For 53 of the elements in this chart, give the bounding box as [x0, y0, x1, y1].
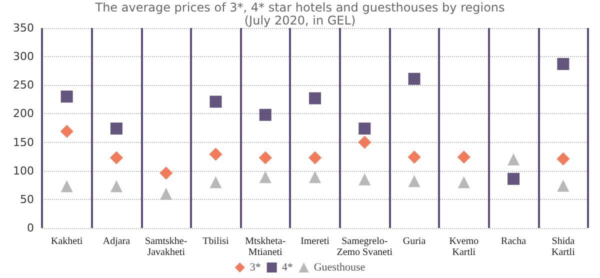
x-tick-label: Shida Kartli — [552, 236, 576, 258]
point — [308, 151, 322, 164]
point — [358, 122, 371, 135]
y-tick-label: 250 — [13, 78, 34, 92]
x-tick-label: Adjara — [102, 236, 131, 247]
point — [160, 188, 172, 200]
legend-label: 4* — [282, 262, 293, 274]
y-tick-label: 0 — [27, 222, 34, 234]
point — [457, 150, 470, 164]
legend-label: 3* — [250, 262, 261, 274]
legend-label: Guesthouse — [314, 262, 366, 274]
point — [556, 152, 570, 166]
point — [259, 108, 272, 121]
y-tick-label: 200 — [13, 107, 34, 120]
y-tick-label: 300 — [13, 50, 34, 64]
point — [508, 172, 520, 185]
point — [557, 180, 570, 192]
point — [60, 180, 73, 192]
point — [309, 171, 321, 184]
x-tick-label: Guria — [402, 236, 426, 247]
point — [110, 122, 122, 135]
x-tick-label: Kakheti — [50, 236, 83, 247]
chart-title: The average prices of 3*, 4* star hotels and guesthouses by regions (July 2020, in GEL) — [94, 0, 505, 28]
x-tick-label: Tbilisi — [202, 236, 229, 247]
point — [557, 58, 570, 70]
x-tick-label: Samegrelo- Zemo Svaneti — [336, 236, 393, 258]
x-tick-label: Kvemo Kartli — [449, 236, 479, 258]
point — [408, 150, 421, 164]
x-tick-label: Racha — [501, 236, 527, 247]
y-tick-label: 350 — [13, 22, 34, 34]
point — [210, 96, 222, 108]
point — [160, 166, 173, 180]
y-tick-label: 150 — [13, 136, 34, 149]
point — [258, 151, 272, 164]
point — [110, 180, 122, 192]
point — [358, 136, 372, 149]
point — [309, 92, 321, 104]
point — [358, 173, 371, 186]
point — [408, 72, 420, 85]
point — [210, 176, 222, 188]
point — [458, 176, 470, 188]
point — [259, 171, 272, 184]
x-tick-label: Mtskheta- Mtianeti — [245, 236, 286, 258]
y-tick-label: 50 — [20, 192, 34, 206]
point — [508, 153, 520, 166]
point — [209, 148, 222, 161]
point — [60, 124, 74, 138]
x-tick-label: Imereti — [300, 236, 330, 247]
point — [408, 175, 420, 188]
y-tick-label: 100 — [13, 164, 34, 178]
point — [60, 90, 73, 103]
point — [110, 151, 123, 164]
x-tick-label: Samtskhe- Javakheti — [144, 236, 188, 258]
